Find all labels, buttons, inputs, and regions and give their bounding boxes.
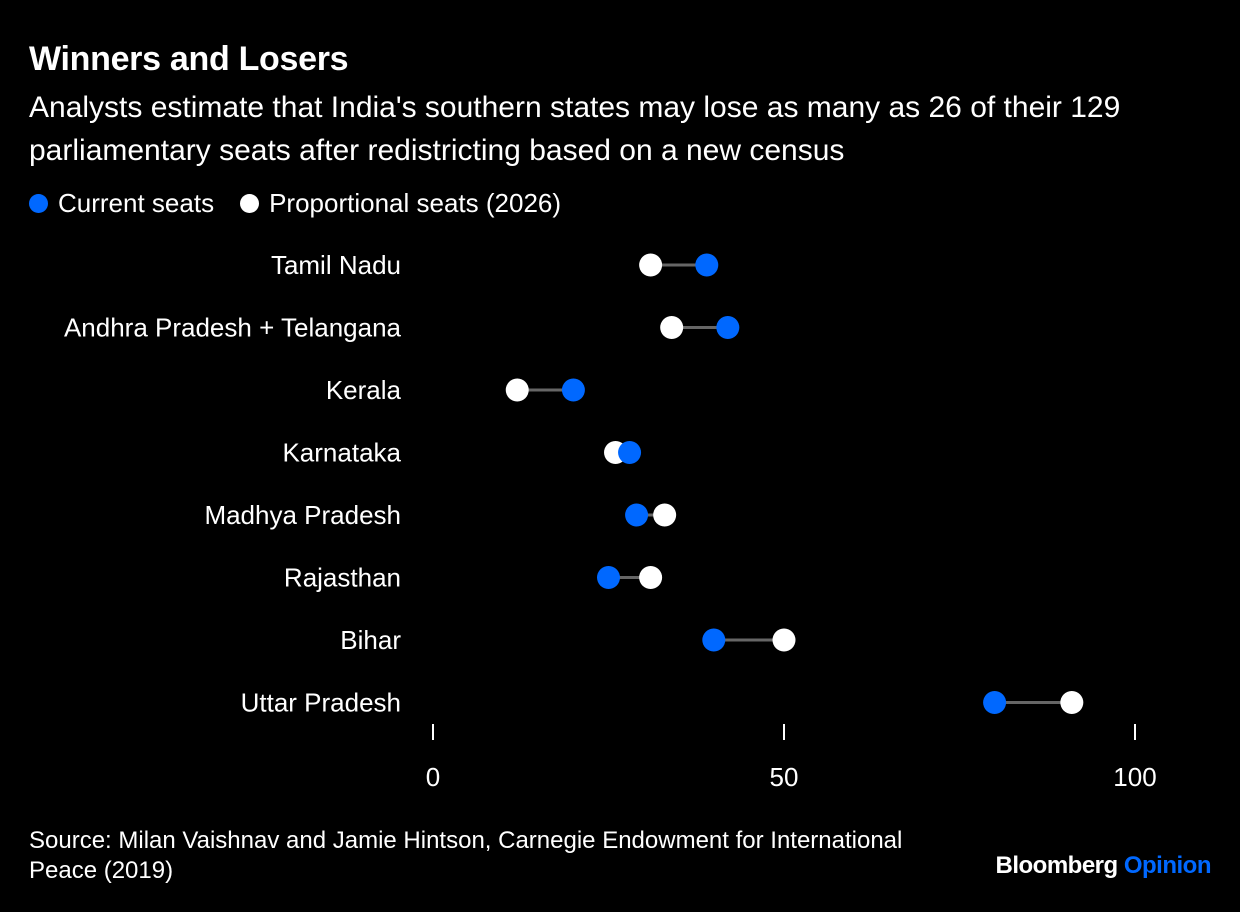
current-point-bihar bbox=[702, 628, 726, 652]
legend-dot-proportional-icon bbox=[240, 194, 260, 213]
x-tick-label-0: 0 bbox=[426, 762, 440, 792]
current-point-kerala bbox=[561, 378, 585, 402]
legend-item-current: Current seats bbox=[29, 188, 214, 219]
x-tick-label-50: 50 bbox=[770, 762, 799, 792]
proportional-point-rajasthan bbox=[639, 566, 663, 589]
current-point-karnataka bbox=[618, 441, 642, 464]
source-note: Source: Milan Vaishnav and Jamie Hintson… bbox=[29, 827, 903, 884]
current-point-rajasthan bbox=[597, 566, 620, 589]
current-point-andhra-pradesh-telangana bbox=[716, 316, 740, 339]
legend-item-proportional: Proportional seats (2026) bbox=[240, 188, 561, 219]
current-point-tamil-nadu bbox=[695, 253, 719, 277]
category-label-uttar-pradesh: Uttar Pradesh bbox=[241, 688, 401, 718]
current-point-uttar-pradesh bbox=[983, 691, 1007, 714]
proportional-point-tamil-nadu bbox=[639, 253, 663, 277]
x-tick-label-100: 100 bbox=[1113, 762, 1156, 792]
category-label-tamil-nadu: Tamil Nadu bbox=[271, 250, 401, 280]
proportional-point-bihar bbox=[772, 628, 796, 652]
chart-title: Winners and Losers bbox=[29, 40, 349, 78]
chart-subtitle: Analysts estimate that India's southern … bbox=[29, 91, 1121, 167]
proportional-point-andhra-pradesh-telangana bbox=[660, 316, 684, 339]
proportional-point-madhya-pradesh bbox=[653, 503, 677, 527]
brand-section: Opinion bbox=[1123, 852, 1212, 879]
current-point-madhya-pradesh bbox=[625, 503, 649, 527]
brand-logo: Bloomberg Opinion bbox=[996, 852, 1212, 880]
category-label-bihar: Bihar bbox=[340, 625, 401, 655]
proportional-point-kerala bbox=[505, 378, 529, 402]
proportional-point-uttar-pradesh bbox=[1060, 691, 1084, 714]
legend-label-proportional: Proportional seats (2026) bbox=[269, 188, 562, 218]
legend-dot-current-icon bbox=[29, 194, 48, 213]
category-label-madhya-pradesh: Madhya Pradesh bbox=[204, 500, 401, 530]
category-label-karnataka: Karnataka bbox=[282, 438, 401, 468]
category-label-rajasthan: Rajasthan bbox=[284, 563, 401, 593]
brand-name: Bloomberg bbox=[995, 852, 1119, 879]
legend-label-current: Current seats bbox=[58, 188, 215, 218]
legend: Current seats Proportional seats (2026) bbox=[29, 188, 587, 219]
category-label-kerala: Kerala bbox=[326, 375, 402, 405]
category-label-andhra-pradesh-telangana: Andhra Pradesh + Telangana bbox=[64, 313, 402, 343]
